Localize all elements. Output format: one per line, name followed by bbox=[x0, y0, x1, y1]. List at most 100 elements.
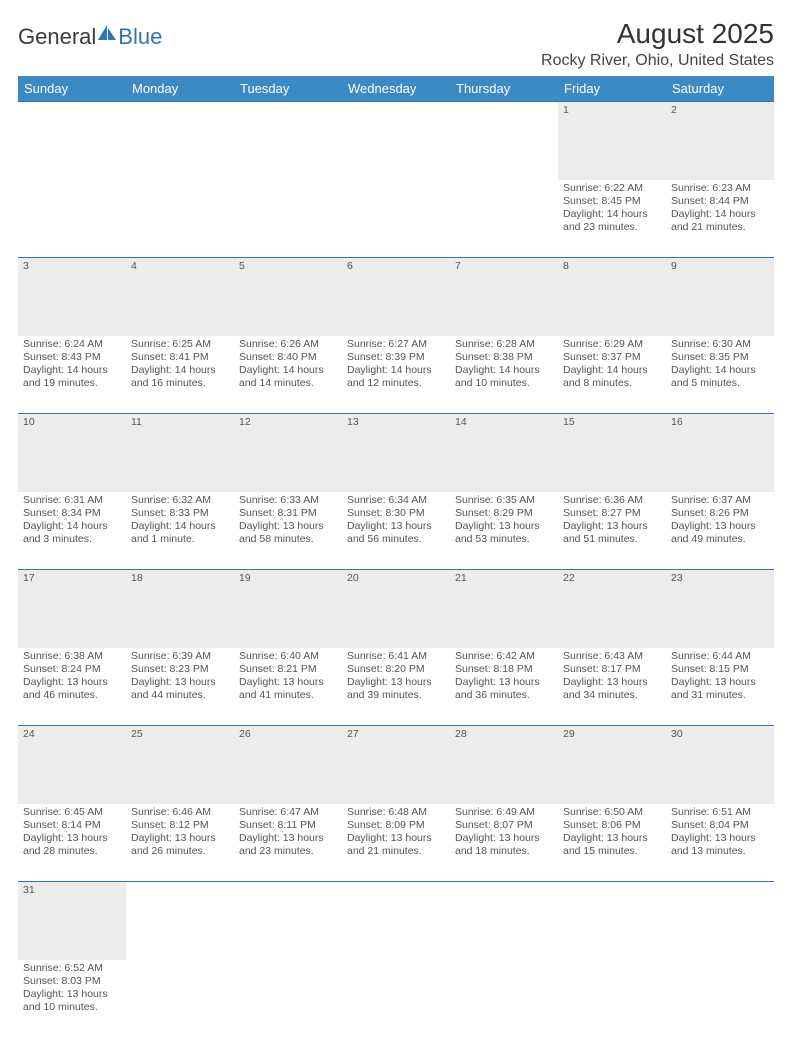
day-cell: Sunrise: 6:40 AMSunset: 8:21 PMDaylight:… bbox=[234, 648, 342, 726]
sunset-text: Sunset: 8:24 PM bbox=[23, 663, 121, 676]
sunset-text: Sunset: 8:11 PM bbox=[239, 819, 337, 832]
sunset-text: Sunset: 8:44 PM bbox=[671, 195, 769, 208]
daylight-text: Daylight: 13 hours bbox=[131, 832, 229, 845]
title-block: August 2025 Rocky River, Ohio, United St… bbox=[541, 18, 774, 70]
daylight-text: Daylight: 14 hours bbox=[671, 208, 769, 221]
weekday-header: Saturday bbox=[666, 76, 774, 102]
sunset-text: Sunset: 8:38 PM bbox=[455, 351, 553, 364]
daylight-text: Daylight: 13 hours bbox=[347, 520, 445, 533]
daylight-text: Daylight: 13 hours bbox=[671, 520, 769, 533]
day-number: 20 bbox=[342, 570, 450, 648]
day-number: 29 bbox=[558, 726, 666, 804]
day-cell: Sunrise: 6:49 AMSunset: 8:07 PMDaylight:… bbox=[450, 804, 558, 882]
daylight-text: and 36 minutes. bbox=[455, 689, 553, 702]
day-number: 23 bbox=[666, 570, 774, 648]
daylight-text: Daylight: 13 hours bbox=[239, 520, 337, 533]
daynum-row: 24252627282930 bbox=[18, 726, 774, 804]
sunset-text: Sunset: 8:17 PM bbox=[563, 663, 661, 676]
day-number: 11 bbox=[126, 414, 234, 492]
day-number: 26 bbox=[234, 726, 342, 804]
daylight-text: Daylight: 13 hours bbox=[23, 676, 121, 689]
day-cell: Sunrise: 6:38 AMSunset: 8:24 PMDaylight:… bbox=[18, 648, 126, 726]
day-cell bbox=[666, 960, 774, 1038]
weekday-header: Wednesday bbox=[342, 76, 450, 102]
daylight-text: Daylight: 13 hours bbox=[455, 832, 553, 845]
daylight-text: and 10 minutes. bbox=[23, 1001, 121, 1014]
day-number bbox=[18, 102, 126, 180]
weekday-header: Monday bbox=[126, 76, 234, 102]
daylight-text: Daylight: 14 hours bbox=[23, 520, 121, 533]
sunrise-text: Sunrise: 6:27 AM bbox=[347, 338, 445, 351]
day-number: 18 bbox=[126, 570, 234, 648]
daylight-text: Daylight: 14 hours bbox=[239, 364, 337, 377]
day-cell: Sunrise: 6:31 AMSunset: 8:34 PMDaylight:… bbox=[18, 492, 126, 570]
day-number bbox=[666, 882, 774, 960]
daylight-text: Daylight: 13 hours bbox=[23, 832, 121, 845]
daylight-text: Daylight: 13 hours bbox=[347, 832, 445, 845]
day-number: 28 bbox=[450, 726, 558, 804]
sunrise-text: Sunrise: 6:43 AM bbox=[563, 650, 661, 663]
sunset-text: Sunset: 8:29 PM bbox=[455, 507, 553, 520]
sunset-text: Sunset: 8:26 PM bbox=[671, 507, 769, 520]
daylight-text: and 23 minutes. bbox=[239, 845, 337, 858]
daylight-text: and 58 minutes. bbox=[239, 533, 337, 546]
daylight-text: Daylight: 13 hours bbox=[671, 832, 769, 845]
sunset-text: Sunset: 8:15 PM bbox=[671, 663, 769, 676]
header: Genera l Blue August 2025 Rocky River, O… bbox=[18, 18, 774, 70]
sunrise-text: Sunrise: 6:48 AM bbox=[347, 806, 445, 819]
sunrise-text: Sunrise: 6:35 AM bbox=[455, 494, 553, 507]
daylight-text: Daylight: 13 hours bbox=[671, 676, 769, 689]
daylight-text: Daylight: 14 hours bbox=[671, 364, 769, 377]
daylight-text: and 49 minutes. bbox=[671, 533, 769, 546]
daylight-text: and 13 minutes. bbox=[671, 845, 769, 858]
day-number bbox=[126, 102, 234, 180]
day-cell: Sunrise: 6:34 AMSunset: 8:30 PMDaylight:… bbox=[342, 492, 450, 570]
day-number: 2 bbox=[666, 102, 774, 180]
day-number: 22 bbox=[558, 570, 666, 648]
daylight-text: Daylight: 13 hours bbox=[563, 520, 661, 533]
daylight-text: and 8 minutes. bbox=[563, 377, 661, 390]
day-cell: Sunrise: 6:28 AMSunset: 8:38 PMDaylight:… bbox=[450, 336, 558, 414]
daylight-text: and 39 minutes. bbox=[347, 689, 445, 702]
day-cell: Sunrise: 6:30 AMSunset: 8:35 PMDaylight:… bbox=[666, 336, 774, 414]
sunset-text: Sunset: 8:04 PM bbox=[671, 819, 769, 832]
day-number: 25 bbox=[126, 726, 234, 804]
day-cell: Sunrise: 6:44 AMSunset: 8:15 PMDaylight:… bbox=[666, 648, 774, 726]
sunset-text: Sunset: 8:03 PM bbox=[23, 975, 121, 988]
daylight-text: and 14 minutes. bbox=[239, 377, 337, 390]
sunrise-text: Sunrise: 6:41 AM bbox=[347, 650, 445, 663]
day-cell: Sunrise: 6:25 AMSunset: 8:41 PMDaylight:… bbox=[126, 336, 234, 414]
calendar-table: Sunday Monday Tuesday Wednesday Thursday… bbox=[18, 76, 774, 1038]
daylight-text: and 34 minutes. bbox=[563, 689, 661, 702]
sunrise-text: Sunrise: 6:30 AM bbox=[671, 338, 769, 351]
day-number: 10 bbox=[18, 414, 126, 492]
day-cell: Sunrise: 6:43 AMSunset: 8:17 PMDaylight:… bbox=[558, 648, 666, 726]
sunset-text: Sunset: 8:31 PM bbox=[239, 507, 337, 520]
daynum-row: 17181920212223 bbox=[18, 570, 774, 648]
daylight-text: Daylight: 13 hours bbox=[455, 676, 553, 689]
logo-text-part2: l bbox=[91, 24, 96, 50]
day-number: 6 bbox=[342, 258, 450, 336]
sunrise-text: Sunrise: 6:36 AM bbox=[563, 494, 661, 507]
sunrise-text: Sunrise: 6:25 AM bbox=[131, 338, 229, 351]
daylight-text: and 28 minutes. bbox=[23, 845, 121, 858]
weekday-header: Tuesday bbox=[234, 76, 342, 102]
day-cell bbox=[342, 180, 450, 258]
daylight-text: and 3 minutes. bbox=[23, 533, 121, 546]
content-row: Sunrise: 6:45 AMSunset: 8:14 PMDaylight:… bbox=[18, 804, 774, 882]
day-cell: Sunrise: 6:41 AMSunset: 8:20 PMDaylight:… bbox=[342, 648, 450, 726]
sunrise-text: Sunrise: 6:32 AM bbox=[131, 494, 229, 507]
day-number: 7 bbox=[450, 258, 558, 336]
day-number bbox=[450, 882, 558, 960]
day-number: 27 bbox=[342, 726, 450, 804]
daynum-row: 3456789 bbox=[18, 258, 774, 336]
day-cell: Sunrise: 6:32 AMSunset: 8:33 PMDaylight:… bbox=[126, 492, 234, 570]
sunset-text: Sunset: 8:39 PM bbox=[347, 351, 445, 364]
weekday-header-row: Sunday Monday Tuesday Wednesday Thursday… bbox=[18, 76, 774, 102]
sunset-text: Sunset: 8:34 PM bbox=[23, 507, 121, 520]
day-cell bbox=[558, 960, 666, 1038]
day-number: 17 bbox=[18, 570, 126, 648]
day-cell: Sunrise: 6:37 AMSunset: 8:26 PMDaylight:… bbox=[666, 492, 774, 570]
month-title: August 2025 bbox=[541, 18, 774, 50]
sunrise-text: Sunrise: 6:45 AM bbox=[23, 806, 121, 819]
